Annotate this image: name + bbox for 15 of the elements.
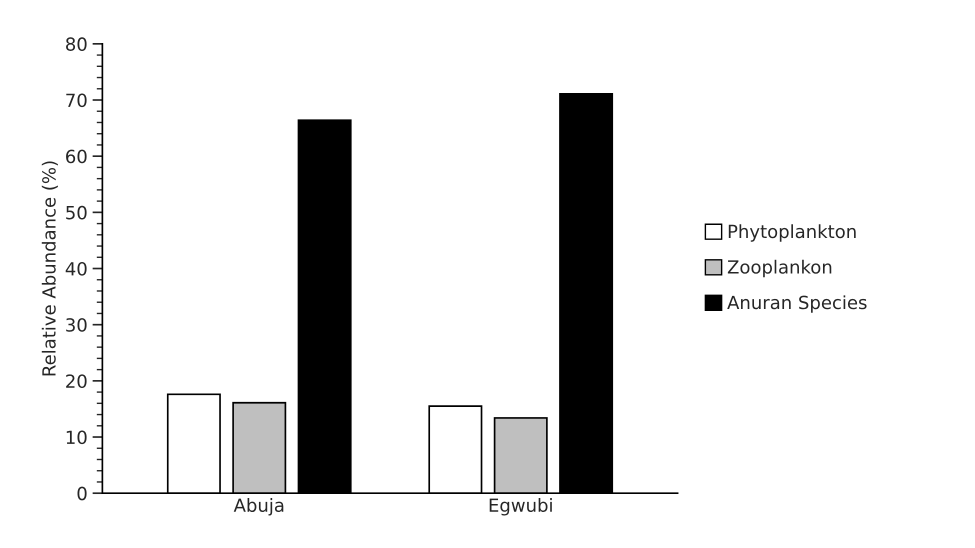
y-axis-title: Relative Abundance (%) <box>42 161 58 376</box>
y-tick-label: 50 <box>66 206 87 220</box>
legend-label: Anuran Species <box>727 295 867 313</box>
y-tick-label: 40 <box>66 262 87 276</box>
y-tick-label: 80 <box>66 37 87 51</box>
y-tick-label: 60 <box>66 150 87 164</box>
x-tick-label: Egwubi <box>490 498 552 516</box>
legend-label: Zooplankon <box>728 260 832 278</box>
y-tick-label: 0 <box>77 486 87 500</box>
y-tick-label: 10 <box>66 430 87 444</box>
legend-label: Phytoplankton <box>728 224 856 242</box>
y-tick-label: 70 <box>66 93 87 108</box>
y-tick-label: 30 <box>66 318 87 332</box>
x-tick-label: Abuja <box>234 498 284 516</box>
y-tick-label: 20 <box>66 374 87 388</box>
